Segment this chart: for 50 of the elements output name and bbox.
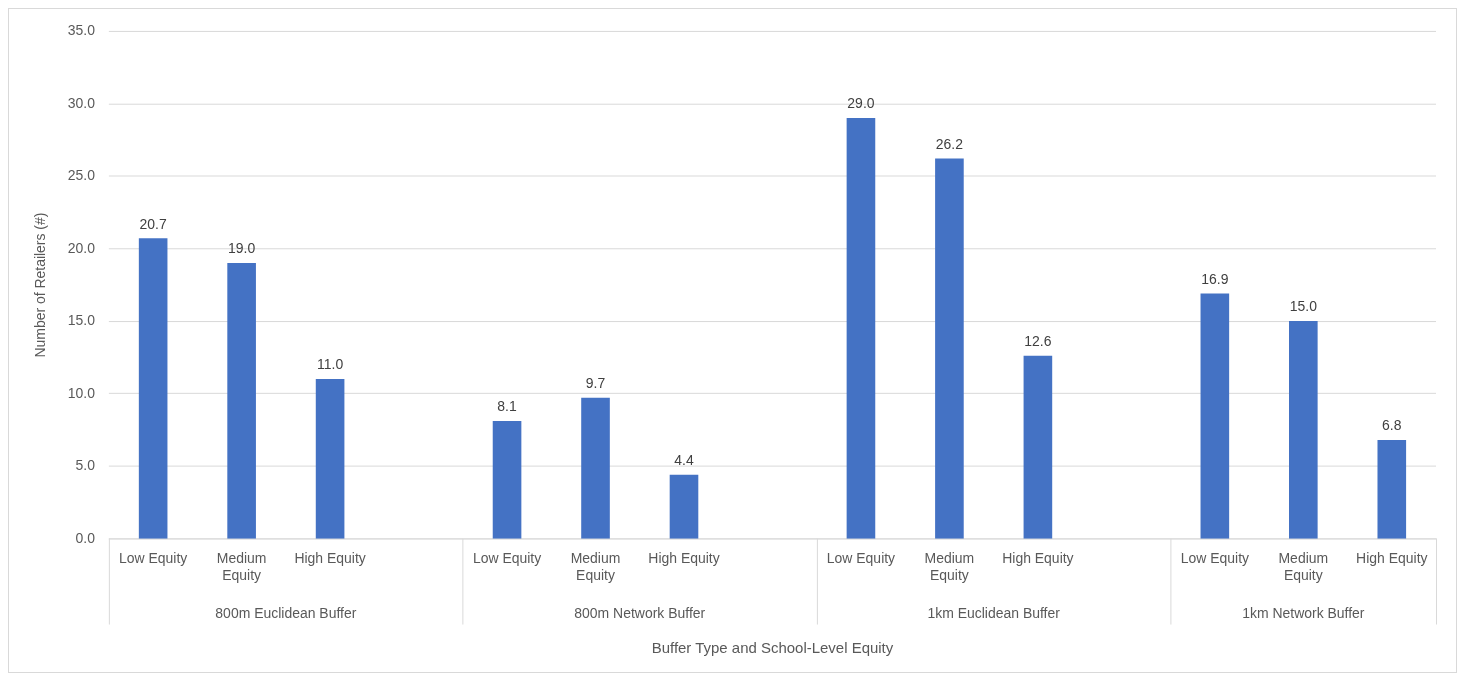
bar [492, 421, 522, 539]
x-tick-label: Low Equity [1180, 550, 1250, 566]
x-tick-label: Medium Equity [570, 550, 621, 583]
data-label: 9.7 [585, 375, 606, 392]
bar [227, 262, 256, 539]
bar [581, 397, 610, 539]
y-tick-label: 30.0 [67, 94, 96, 111]
bar [935, 158, 964, 539]
x-axis-title: Buffer Type and School-Level Equity [651, 639, 894, 657]
data-label: 12.6 [1024, 333, 1052, 349]
data-label: 11.0 [317, 356, 344, 373]
bar [1377, 439, 1407, 539]
text: 1km Euclidean Buffer [927, 605, 1061, 622]
text: 800m Euclidean Buffer [215, 605, 357, 622]
x-tick-label: High Equity [1356, 550, 1428, 566]
data-label: 26.2 [935, 135, 964, 152]
data-label: 8.1 [497, 398, 517, 415]
y-tick-label: 0.0 [75, 529, 96, 546]
x-tick-label: High Equity [1002, 550, 1074, 566]
data-label: 16.9 [1201, 270, 1229, 287]
bar [669, 474, 699, 539]
x-tick-label: Medium Equity [1278, 550, 1329, 583]
bar [846, 118, 876, 539]
x-tick-label: Low Equity [118, 550, 188, 566]
x-tick-label: Medium Equity [924, 550, 975, 583]
x-tick-label: Low Equity [472, 550, 542, 566]
data-label: 6.8 [1382, 417, 1402, 434]
y-tick-label: 25.0 [67, 167, 96, 184]
y-tick-label: 10.0 [67, 384, 96, 401]
text: 1km Network Buffer [1242, 605, 1365, 622]
y-tick-label: 5.0 [75, 457, 96, 474]
bar [1289, 320, 1318, 539]
x-tick-label: High Equity [648, 550, 720, 566]
bar [1200, 293, 1230, 539]
y-axis-title: Number of Retailers (#) [32, 212, 49, 358]
data-label: 4.4 [674, 451, 694, 468]
bar [315, 378, 345, 539]
data-label: 20.7 [139, 215, 167, 232]
x-tick-label: Medium Equity [216, 550, 267, 583]
data-label: 19.0 [228, 240, 256, 257]
data-label: 15.0 [1289, 298, 1318, 315]
y-tick-label: 20.0 [67, 239, 96, 256]
x-tick-label: Low Equity [826, 550, 896, 566]
y-tick-label: 15.0 [67, 312, 96, 329]
x-tick-label: High Equity [294, 550, 366, 566]
bar [138, 238, 168, 539]
data-label: 29.0 [847, 95, 875, 112]
y-tick-label: 35.0 [67, 22, 96, 39]
bar [1023, 355, 1053, 539]
text: 800m Network Buffer [574, 605, 706, 622]
